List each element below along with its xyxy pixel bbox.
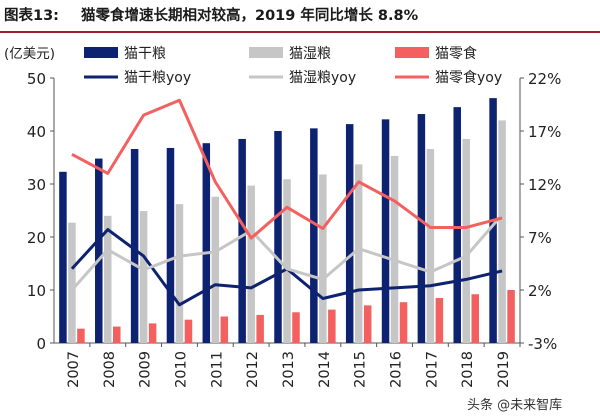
bar-猫零食-2011 xyxy=(220,316,229,343)
bar-猫湿粮-2016 xyxy=(390,155,399,343)
left-tick-label: 50 xyxy=(27,70,46,88)
watermark-text: 头条 @未来智库 xyxy=(467,398,563,413)
bar-猫湿粮-2014 xyxy=(319,174,327,343)
bar-猫干粮-2011 xyxy=(202,143,211,343)
x-tick-label: 2007 xyxy=(66,351,82,388)
bar-猫湿粮-2012 xyxy=(247,185,255,343)
legend-swatch-猫零食 xyxy=(395,47,429,58)
bar-猫湿粮-2011 xyxy=(211,196,220,343)
bar-猫湿粮-2008 xyxy=(104,215,112,343)
bar-猫干粮-2008 xyxy=(95,158,103,343)
legend-label-猫湿粮yoy: 猫湿粮yoy xyxy=(289,70,356,86)
bar-猫干粮-2012 xyxy=(238,138,246,343)
bar-猫湿粮-2015 xyxy=(354,164,363,343)
bar-猫零食-2018 xyxy=(471,294,479,343)
watermark: 头条 @未来智库 xyxy=(467,394,562,413)
legend-label-猫零食yoy: 猫零食yoy xyxy=(435,69,502,86)
figure-label: 图表13: xyxy=(4,8,59,24)
x-tick-label: 2010 xyxy=(173,351,189,388)
left-tick-label: 40 xyxy=(27,123,46,141)
right-tick-label: 22% xyxy=(528,70,561,88)
bar-猫零食-2012 xyxy=(256,314,264,343)
bar-猫零食-2014 xyxy=(328,309,336,343)
x-tick-label: 2012 xyxy=(245,351,261,388)
legend-label-猫湿粮: 猫湿粮 xyxy=(289,46,331,62)
x-tick-label: 2017 xyxy=(424,351,440,388)
left-tick-label: 0 xyxy=(36,335,46,353)
line-猫零食yoy xyxy=(71,98,503,240)
bar-猫干粮-2009 xyxy=(130,149,139,343)
bar-猫湿粮-2018 xyxy=(462,138,470,343)
bar-猫湿粮-2010 xyxy=(175,204,184,343)
left-tick-label: 10 xyxy=(27,282,46,300)
bar-猫湿粮-2007 xyxy=(68,222,76,343)
bar-猫干粮-2018 xyxy=(453,107,461,344)
legend-label-猫零食: 猫零食 xyxy=(435,45,477,62)
bar-猫零食-2007 xyxy=(77,328,85,343)
title-text: 猫零食增速长期相对较高，2019 年同比增长 8.8% xyxy=(80,8,419,24)
x-tick-label: 2009 xyxy=(138,351,154,388)
right-tick-label: 7% xyxy=(528,229,552,247)
bar-猫零食-2019 xyxy=(507,290,515,343)
x-tick-label: 2019 xyxy=(496,351,512,388)
right-tick-label: 12% xyxy=(528,176,561,194)
bar-猫湿粮-2017 xyxy=(426,149,435,343)
bar-猫湿粮-2019 xyxy=(498,120,506,344)
x-tick-label: 2015 xyxy=(353,351,369,388)
x-tick-label: 2018 xyxy=(460,351,476,388)
line-猫湿粮yoy xyxy=(70,213,504,291)
y-unit-label: (亿美元) xyxy=(4,46,55,62)
right-tick-label: 2% xyxy=(528,282,552,300)
bar-猫零食-2013 xyxy=(292,312,300,343)
x-tick-label: 2011 xyxy=(209,351,225,388)
bar-猫零食-2015 xyxy=(363,305,372,343)
right-tick-label: -3% xyxy=(528,335,557,353)
x-tick-label: 2008 xyxy=(102,351,118,388)
bar-猫干粮-2014 xyxy=(310,128,318,343)
legend-swatch-猫湿粮 xyxy=(249,47,283,58)
bar-猫零食-2009 xyxy=(148,323,157,343)
legend-label-猫干粮yoy: 猫干粮yoy xyxy=(124,70,191,86)
bar-猫零食-2008 xyxy=(113,326,121,343)
bar-猫零食-2016 xyxy=(399,302,408,343)
x-tick-label: 2014 xyxy=(317,351,333,388)
bar-猫湿粮-2009 xyxy=(139,211,148,343)
left-tick-label: 20 xyxy=(27,229,46,247)
bar-猫干粮-2016 xyxy=(381,119,390,343)
x-tick-label: 2013 xyxy=(281,351,297,388)
bar-猫干粮-2007 xyxy=(59,171,67,343)
title-rule xyxy=(0,31,600,33)
axes: 0 10 20 30 40 50 (亿美元) -3% 2% 7% 12% 17% 22% 2007 2008… xyxy=(4,46,561,388)
bar-猫干粮-2013 xyxy=(274,131,282,343)
bar-猫零食-2010 xyxy=(184,319,193,343)
bar-猫干粮-2010 xyxy=(166,147,175,343)
chart-title: 图表13: 猫零食增速长期相对较高，2019 年同比增长 8.8% xyxy=(4,4,418,25)
legend-swatch-猫干粮 xyxy=(84,47,118,58)
x-tick-label: 2016 xyxy=(389,351,405,388)
bar-猫零食-2017 xyxy=(435,297,444,343)
right-tick-label: 17% xyxy=(528,123,561,141)
bar-猫干粮-2017 xyxy=(417,114,426,343)
bar-猫干粮-2015 xyxy=(345,124,354,343)
bar-猫湿粮-2013 xyxy=(283,179,291,343)
legend-label-猫干粮: 猫干粮 xyxy=(124,46,166,62)
bars xyxy=(59,98,515,344)
left-tick-label: 30 xyxy=(27,176,46,194)
yoy-lines xyxy=(70,98,504,307)
